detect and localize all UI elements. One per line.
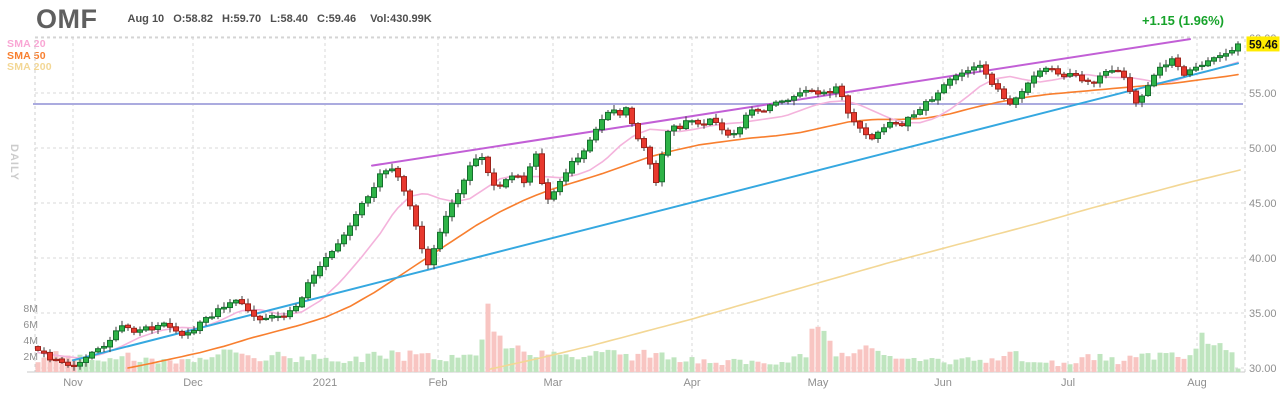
timeframe-label: DAILY (8, 144, 20, 181)
quote-low: L:58.40 (270, 13, 308, 25)
quote-open: O:58.82 (173, 13, 213, 25)
volume-bars (35, 303, 1241, 372)
svg-text:40.00: 40.00 (1249, 253, 1277, 265)
time-axis-labels: Nov Dec 2021 Feb Mar Apr May Jun Jul Aug (63, 377, 1207, 389)
svg-text:Mar: Mar (544, 377, 563, 389)
lower-support-trendline (72, 62, 1239, 362)
sma-legend: SMA 20 SMA 50 SMA 200 (7, 38, 52, 74)
svg-text:55.00: 55.00 (1249, 88, 1277, 100)
legend-sma20: SMA 20 (7, 38, 46, 50)
legend-sma200: SMA 200 (7, 61, 52, 73)
svg-text:May: May (808, 377, 829, 389)
svg-text:4M: 4M (23, 335, 38, 347)
svg-text:Jun: Jun (934, 377, 952, 389)
gridlines (27, 37, 1245, 373)
svg-text:Apr: Apr (683, 377, 700, 389)
svg-text:50.00: 50.00 (1249, 143, 1277, 155)
svg-text:Dec: Dec (183, 377, 203, 389)
svg-text:30.00: 30.00 (1249, 363, 1277, 375)
quote-volume: Vol:430.99K (370, 13, 432, 25)
legend-sma50: SMA 50 (7, 49, 46, 62)
svg-text:Nov: Nov (63, 377, 83, 389)
volume-axis-labels: 8M 6M 4M 2M (23, 303, 38, 363)
quote-close: C:59.46 (317, 13, 357, 25)
svg-text:Jul: Jul (1061, 377, 1075, 389)
quote-date: Aug 10 (127, 13, 165, 25)
svg-text:8M: 8M (23, 303, 38, 315)
svg-text:59.46: 59.46 (1249, 39, 1278, 51)
price-change-label: +1.15 (1.96%) (1141, 13, 1224, 28)
ticker-symbol: OMF (36, 3, 98, 34)
svg-text:45.00: 45.00 (1249, 198, 1277, 210)
sma-50-line (127, 73, 1239, 369)
quote-high: H:59.70 (221, 13, 262, 25)
svg-text:2021: 2021 (313, 377, 337, 389)
svg-text:Aug: Aug (1187, 377, 1207, 389)
svg-text:35.00: 35.00 (1249, 308, 1277, 320)
svg-text:6M: 6M (23, 319, 38, 331)
svg-text:2M: 2M (23, 351, 38, 363)
last-price-tag: 59.46 (1246, 36, 1280, 52)
chart-header: OMF Aug 10 O:58.82 H:59.70 L:58.40 C:59.… (36, 0, 432, 38)
candlesticks (35, 41, 1241, 371)
svg-text:Feb: Feb (429, 377, 448, 389)
sma-200-line (489, 169, 1241, 370)
